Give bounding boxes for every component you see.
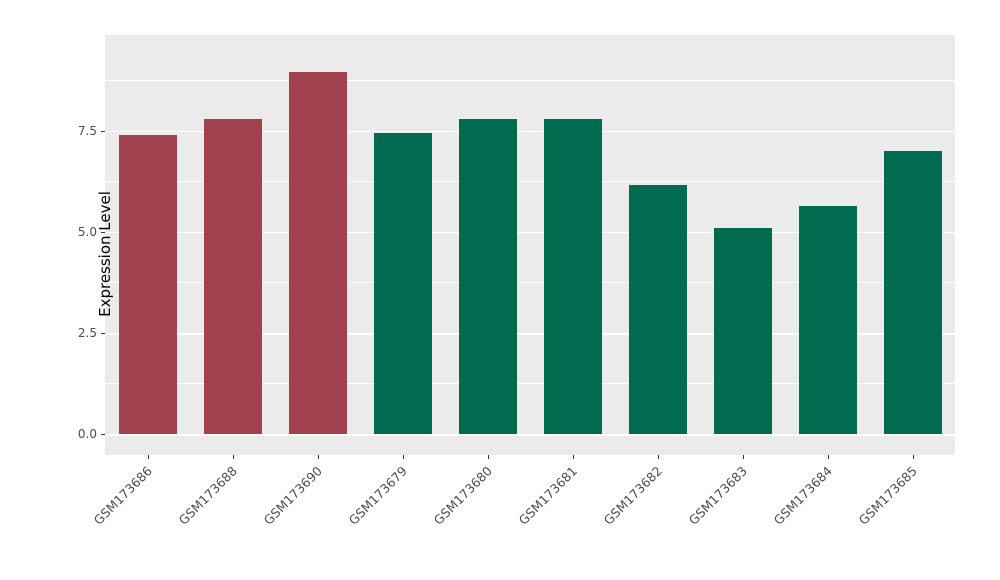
gridline-minor <box>105 282 955 284</box>
y-tick-mark <box>101 130 105 132</box>
x-tick-label-GSM173686: GSM173686 <box>90 463 156 528</box>
y-tick-mark <box>101 231 105 233</box>
bar-GSM173679 <box>373 132 432 434</box>
bar-GSM173690 <box>288 72 347 434</box>
y-tick-label: 5.0 <box>77 224 97 239</box>
x-tick-mark <box>657 455 659 459</box>
x-tick-label-GSM173684: GSM173684 <box>770 463 836 528</box>
y-tick-label: 7.5 <box>77 123 97 138</box>
x-tick-label-GSM173683: GSM173683 <box>685 463 751 528</box>
bar-GSM173688 <box>203 118 262 434</box>
gridline-major <box>105 332 955 335</box>
bar-GSM173682 <box>628 185 687 434</box>
y-tick-mark <box>101 434 105 435</box>
y-tick-mark <box>101 332 105 334</box>
x-tick-label-GSM173690: GSM173690 <box>260 463 326 528</box>
bar-GSM173685 <box>883 151 942 434</box>
gridline-major <box>105 434 955 436</box>
x-tick-mark <box>487 455 489 459</box>
bar-GSM173683 <box>713 227 772 434</box>
x-tick-mark <box>317 455 319 459</box>
x-tick-mark <box>912 455 914 459</box>
x-tick-label-GSM173680: GSM173680 <box>430 463 496 528</box>
x-tick-mark <box>147 455 149 459</box>
bar-GSM173681 <box>543 118 602 434</box>
bar-GSM173680 <box>458 118 517 434</box>
gridline-minor <box>105 181 955 183</box>
y-axis-title: Expression Level <box>95 191 114 317</box>
x-tick-label-GSM173679: GSM173679 <box>345 463 411 528</box>
plot-panel <box>105 35 955 455</box>
x-tick-label-GSM173688: GSM173688 <box>175 463 241 528</box>
x-tick-mark <box>742 455 744 459</box>
bar-GSM173686 <box>118 134 177 434</box>
gridline-major <box>105 231 955 234</box>
y-tick-label: 2.5 <box>77 325 97 340</box>
x-tick-mark <box>232 455 234 459</box>
gridline-minor <box>105 80 955 82</box>
gridline-major <box>105 130 955 133</box>
x-tick-mark <box>572 455 574 459</box>
x-tick-label-GSM173685: GSM173685 <box>855 463 921 528</box>
bar-GSM173684 <box>798 205 857 434</box>
x-tick-mark <box>402 455 404 459</box>
x-tick-mark <box>827 455 829 459</box>
x-tick-label-GSM173681: GSM173681 <box>515 463 581 528</box>
x-tick-label-GSM173682: GSM173682 <box>600 463 666 528</box>
gridline-minor <box>105 383 955 385</box>
y-tick-label: 0.0 <box>77 427 97 441</box>
